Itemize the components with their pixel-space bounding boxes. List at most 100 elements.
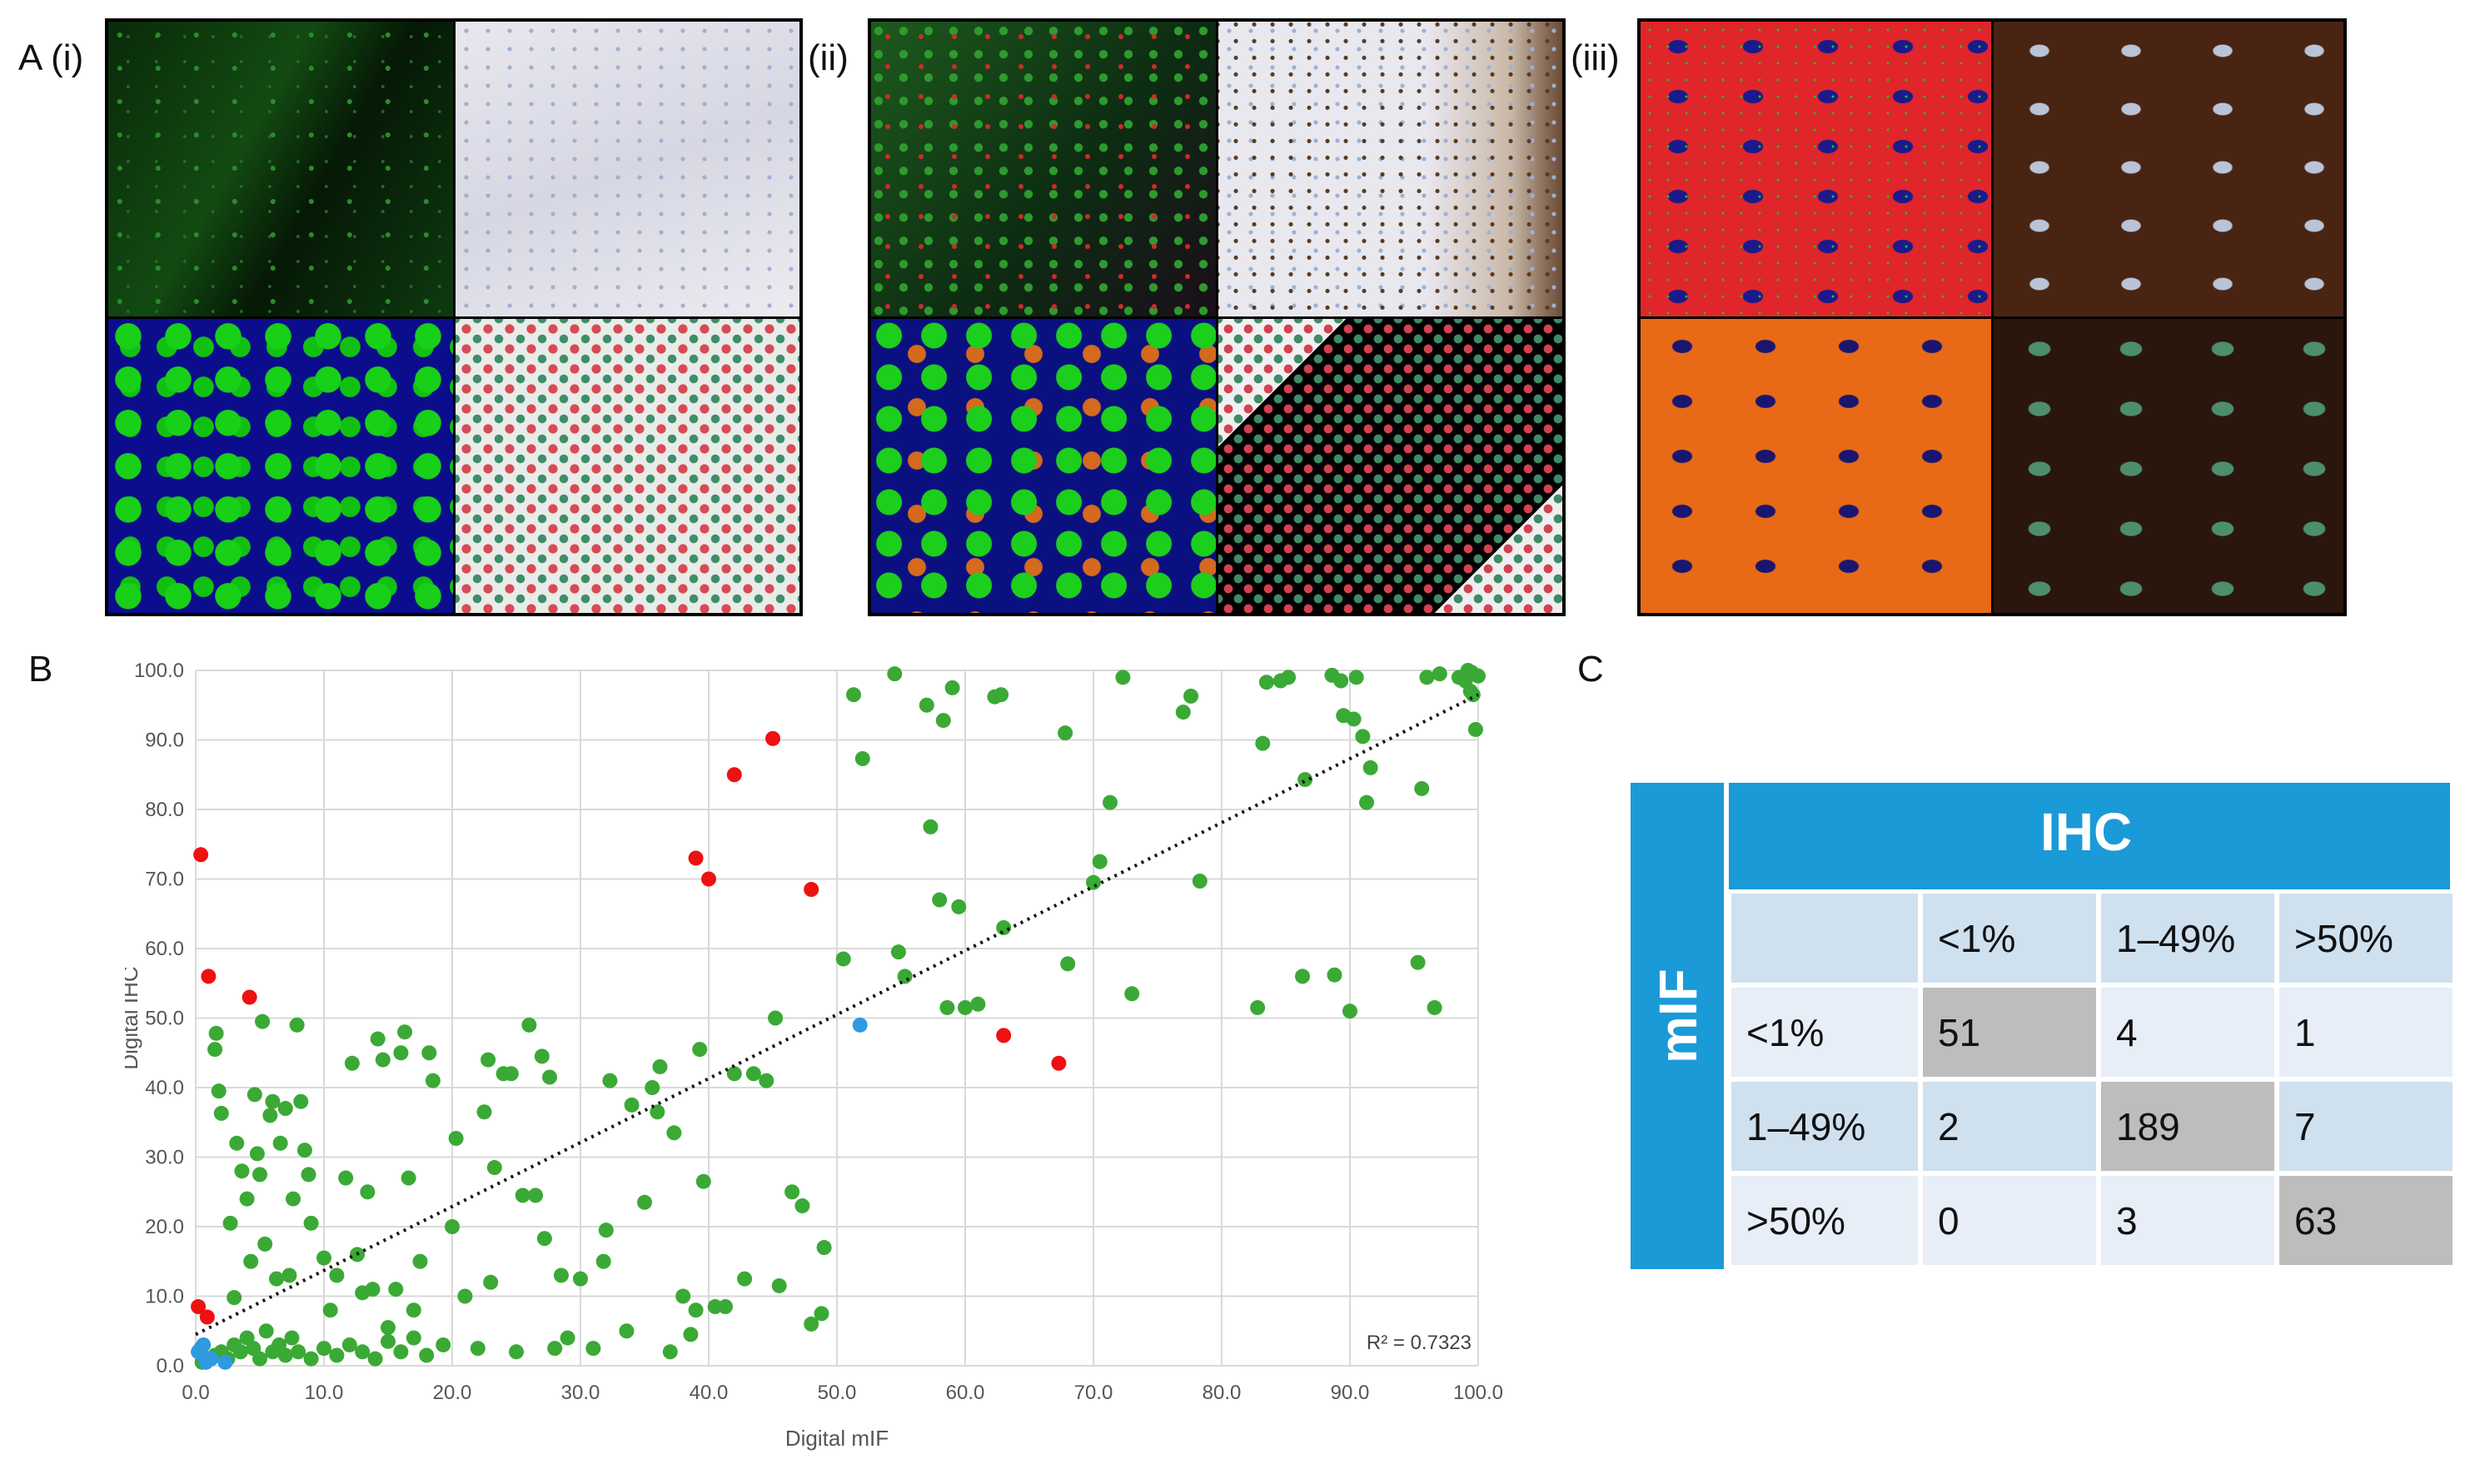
data-point-green [249, 1146, 265, 1162]
data-point-green [255, 1013, 271, 1029]
image-tile-ihc-classification [1993, 318, 2343, 613]
data-point-green [935, 713, 951, 729]
r-squared-annotation: R² = 0.7323 [1367, 1332, 1472, 1354]
data-point-green [666, 1125, 682, 1141]
data-point-green [951, 899, 967, 914]
data-point-green [814, 1306, 829, 1322]
table-cell: 63 [2277, 1173, 2455, 1267]
data-point-blue [203, 1351, 219, 1367]
data-point-green [272, 1135, 288, 1151]
data-point-green [316, 1250, 331, 1266]
table-cell: 7 [2277, 1079, 2455, 1173]
y-tick-label: 80.0 [145, 799, 184, 821]
data-point-green [1355, 729, 1371, 744]
data-point-green [436, 1337, 451, 1352]
data-point-green [213, 1105, 229, 1121]
image-tile-mif-segmentation [871, 318, 1216, 613]
data-point-green [1060, 956, 1076, 972]
data-point-green [252, 1351, 267, 1367]
data-point-green [1419, 670, 1435, 685]
x-tick-label: 60.0 [946, 1382, 985, 1404]
x-tick-label: 40.0 [690, 1382, 729, 1404]
data-point-green [476, 1104, 492, 1120]
data-point-green [804, 1316, 819, 1332]
data-point-red [701, 871, 716, 887]
data-point-green [222, 1215, 238, 1231]
scatter-chart: 0.0 10.0 20.0 30.0 40.0 50.0 60.0 70.0 80.0 90.0 1… [125, 660, 1503, 1451]
data-point-blue [196, 1337, 212, 1352]
table-row-label: 1–49% [1729, 1079, 1920, 1173]
x-tick-label: 0.0 [182, 1382, 209, 1404]
table-row-label: <1% [1729, 985, 1920, 1079]
data-point-green [281, 1267, 297, 1283]
data-point-green [388, 1282, 404, 1297]
table-cell: 4 [2099, 985, 2277, 1079]
data-point-green [277, 1101, 293, 1117]
data-point-green [1183, 688, 1199, 704]
data-point-green [406, 1330, 421, 1346]
data-point-green [688, 1302, 704, 1318]
y-tick-label: 10.0 [145, 1286, 184, 1308]
data-point-green [1342, 1003, 1357, 1019]
data-point-green [486, 1160, 502, 1176]
data-point-green [771, 1277, 787, 1293]
x-tick-label: 50.0 [818, 1382, 857, 1404]
data-point-green [301, 1167, 316, 1183]
data-point-green [939, 999, 955, 1015]
panel-label-a-ii: (ii) [808, 37, 849, 78]
data-point-green [675, 1288, 691, 1304]
image-panel-iii [1637, 18, 2347, 616]
data-point-green [247, 1087, 262, 1103]
data-point-green [457, 1288, 473, 1304]
data-point-green [367, 1351, 383, 1367]
data-point-green [534, 1048, 550, 1064]
data-point-green [229, 1135, 245, 1151]
data-point-green [553, 1267, 569, 1283]
data-point-green [547, 1341, 563, 1357]
table-col-label: >50% [2277, 891, 2455, 985]
data-point-green [598, 1223, 614, 1238]
data-point-green [919, 697, 934, 713]
data-point-green [284, 1330, 300, 1346]
data-point-green [365, 1282, 381, 1297]
image-tile-ihc-classification [455, 318, 799, 613]
image-tile-mif-raw [1641, 22, 1991, 316]
data-point-green [1124, 986, 1140, 1002]
panel-label-a-iii: (iii) [1571, 37, 1620, 78]
y-tick-label: 30.0 [145, 1147, 184, 1169]
data-point-blue [852, 1017, 868, 1033]
data-point-green [293, 1093, 309, 1109]
data-point-green [1250, 999, 1266, 1015]
data-point-green [726, 1066, 742, 1082]
data-point-green [737, 1271, 753, 1287]
data-point-green [695, 1173, 711, 1189]
table-cell: 3 [2099, 1173, 2277, 1267]
panel-label-c: C [1577, 649, 1604, 690]
data-point-green [208, 1025, 224, 1041]
x-tick-label: 30.0 [561, 1382, 600, 1404]
data-point-green [958, 999, 973, 1015]
y-axis-label: Digital IHC [125, 966, 142, 1069]
data-point-green [381, 1320, 396, 1336]
data-point-green [470, 1341, 486, 1357]
data-point-green [412, 1253, 428, 1269]
data-point-green [207, 1042, 223, 1058]
data-point-green [393, 1344, 409, 1360]
data-point-red [765, 730, 780, 746]
image-panel-ii [868, 18, 1566, 616]
table-col-header: IHC [2040, 802, 2133, 862]
table-corner-cell [1729, 891, 1920, 985]
data-point-green [573, 1271, 588, 1287]
data-point-green [303, 1215, 319, 1231]
data-point-green [996, 919, 1012, 935]
data-point-green [1103, 794, 1118, 810]
table-cell: 0 [1920, 1173, 2099, 1267]
data-point-green [503, 1066, 519, 1082]
data-point-green [652, 1058, 668, 1074]
data-point-green [1410, 954, 1426, 970]
data-point-green [707, 1299, 723, 1315]
x-tick-label: 20.0 [433, 1382, 472, 1404]
data-point-green [932, 892, 948, 908]
data-point-green [355, 1344, 371, 1360]
data-point-green [381, 1333, 396, 1349]
